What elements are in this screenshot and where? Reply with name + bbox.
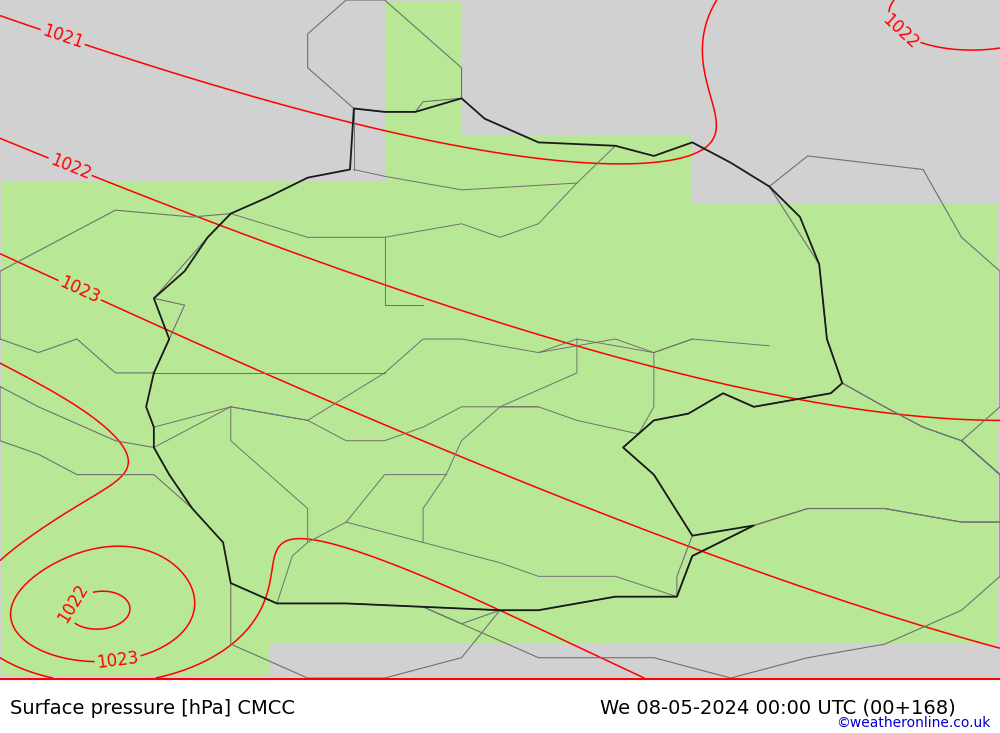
Text: 1022: 1022 — [878, 11, 922, 53]
Text: ©weatheronline.co.uk: ©weatheronline.co.uk — [836, 716, 990, 730]
Text: We 08-05-2024 00:00 UTC (00+168): We 08-05-2024 00:00 UTC (00+168) — [600, 699, 956, 718]
Text: 1022: 1022 — [47, 150, 93, 183]
Text: Surface pressure [hPa] CMCC: Surface pressure [hPa] CMCC — [10, 699, 295, 718]
Text: 1023: 1023 — [57, 273, 103, 307]
Text: 1021: 1021 — [40, 22, 86, 52]
Text: 1023: 1023 — [96, 649, 140, 672]
Text: 1022: 1022 — [54, 581, 91, 626]
